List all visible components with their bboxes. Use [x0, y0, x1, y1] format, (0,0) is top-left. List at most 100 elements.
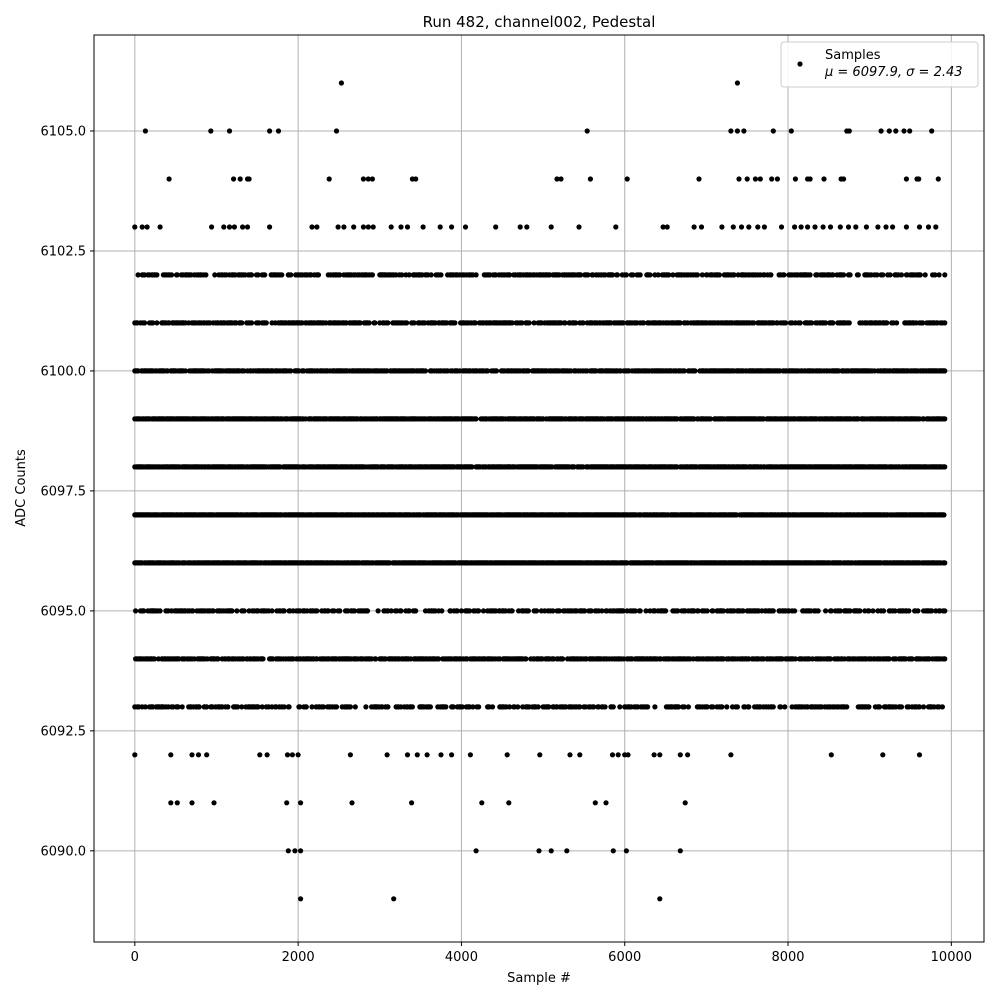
data-point: [677, 320, 683, 326]
data-point: [154, 320, 160, 326]
data-point: [372, 320, 378, 326]
data-point: [507, 272, 513, 278]
data-point: [472, 320, 478, 326]
data-point: [830, 320, 836, 326]
data-point: [830, 272, 836, 278]
data-point: [519, 320, 525, 326]
data-point: [942, 368, 948, 374]
data-point: [640, 320, 647, 326]
data-point: [807, 272, 813, 278]
data-point: [932, 272, 938, 278]
data-point: [509, 320, 515, 326]
data-point: [182, 368, 188, 374]
data-point: [406, 272, 412, 278]
data-point: [150, 320, 156, 326]
data-point: [493, 368, 500, 374]
data-point: [942, 272, 948, 278]
data-point: [942, 464, 948, 470]
data-point: [212, 272, 218, 278]
data-point: [562, 320, 568, 326]
data-point: [898, 272, 905, 278]
data-point: [751, 320, 757, 326]
data-point: [841, 272, 847, 278]
data-point: [357, 320, 363, 326]
data-point: [473, 416, 479, 422]
data-point: [279, 272, 285, 278]
data-point: [768, 272, 774, 278]
data-point: [781, 272, 787, 278]
data-point: [234, 608, 240, 614]
data-point: [942, 560, 948, 566]
data-point: [699, 272, 705, 278]
data-point: [609, 272, 616, 278]
data-point: [269, 608, 275, 614]
data-point: [936, 272, 942, 278]
data-point: [385, 320, 391, 326]
data-point: [263, 320, 269, 326]
data-point: [917, 272, 923, 278]
data-point: [249, 272, 255, 278]
data-point: [174, 272, 180, 278]
data-point: [855, 272, 861, 278]
data-point: [249, 320, 255, 326]
data-point: [694, 272, 701, 278]
data-point: [655, 272, 661, 278]
data-point: [942, 320, 948, 326]
data-point: [288, 272, 294, 278]
data-point: [666, 272, 672, 278]
data-point: [142, 320, 148, 326]
data-point: [485, 368, 491, 374]
data-point: [681, 368, 687, 374]
data-point: [614, 272, 621, 278]
data-point: [229, 608, 235, 614]
data-point: [846, 320, 852, 326]
data-point: [620, 320, 626, 326]
data-point: [203, 272, 209, 278]
data-point: [670, 272, 676, 278]
data-point: [922, 272, 928, 278]
data-point: [241, 608, 247, 614]
data-point: [797, 320, 803, 326]
data-point: [239, 320, 245, 326]
data-point: [526, 320, 532, 326]
data-point: [422, 368, 429, 374]
data-point: [411, 320, 417, 326]
data-point: [337, 608, 343, 614]
data-point: [169, 272, 175, 278]
data-point: [578, 272, 584, 278]
data-point: [314, 608, 320, 614]
data-point: [157, 608, 163, 614]
data-point: [366, 320, 372, 326]
data-point: [404, 320, 410, 326]
data-point: [941, 512, 947, 518]
data-point: [809, 320, 815, 326]
data-point: [884, 320, 890, 326]
data-point: [874, 272, 880, 278]
data-point: [692, 368, 698, 374]
data-point: [133, 608, 139, 614]
data-point: [630, 272, 636, 278]
data-point: [783, 320, 789, 326]
data-point: [262, 272, 268, 278]
data-point: [337, 272, 343, 278]
data-point: [438, 272, 444, 278]
data-point: [531, 320, 537, 326]
data-point: [281, 608, 287, 614]
data-point: [288, 368, 294, 374]
data-point: [428, 272, 434, 278]
data-point: [154, 272, 160, 278]
data-point: [823, 320, 829, 326]
data-point: [920, 320, 926, 326]
data-point: [573, 320, 579, 326]
data-point: [887, 272, 893, 278]
data-point: [399, 272, 405, 278]
data-point: [880, 272, 886, 278]
data-point: [255, 272, 261, 278]
data-point: [623, 272, 630, 278]
data-point: [647, 272, 653, 278]
data-point: [315, 272, 322, 278]
data-point: [847, 272, 853, 278]
data-point: [637, 272, 643, 278]
